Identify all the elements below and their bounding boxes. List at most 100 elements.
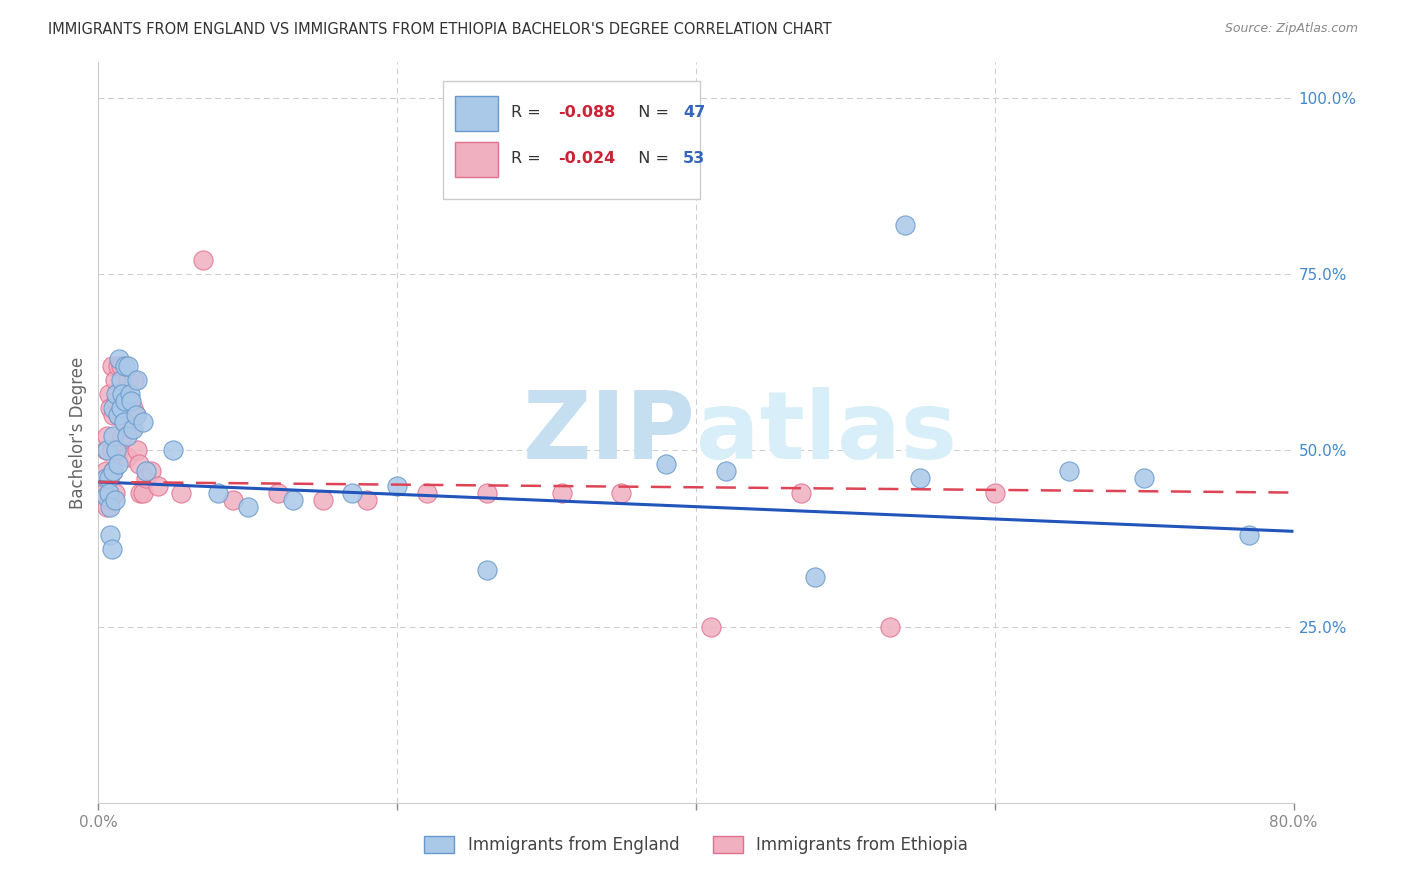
- Point: [94, 489, 117, 503]
- Point: [104, 485, 127, 500]
- Point: [984, 485, 1007, 500]
- Text: 47: 47: [683, 104, 704, 120]
- Point: [132, 415, 155, 429]
- Text: IMMIGRANTS FROM ENGLAND VS IMMIGRANTS FROM ETHIOPIA BACHELOR'S DEGREE CORRELATIO: IMMIGRANTS FROM ENGLAND VS IMMIGRANTS FR…: [48, 22, 831, 37]
- Point: [108, 351, 131, 366]
- Point: [118, 387, 141, 401]
- Point: [281, 492, 304, 507]
- Text: R =: R =: [510, 104, 546, 120]
- Point: [125, 408, 148, 422]
- Point: [97, 471, 120, 485]
- Point: [94, 464, 117, 478]
- Text: N =: N =: [628, 151, 673, 166]
- Point: [1133, 471, 1156, 485]
- Point: [105, 443, 128, 458]
- Text: -0.024: -0.024: [558, 151, 616, 166]
- Text: 53: 53: [683, 151, 704, 166]
- Point: [111, 387, 134, 401]
- Text: R =: R =: [510, 151, 546, 166]
- Point: [550, 485, 572, 500]
- Point: [127, 443, 149, 458]
- Point: [98, 528, 122, 542]
- Text: Source: ZipAtlas.com: Source: ZipAtlas.com: [1225, 22, 1358, 36]
- Legend: Immigrants from England, Immigrants from Ethiopia: Immigrants from England, Immigrants from…: [418, 830, 974, 861]
- Point: [475, 563, 498, 577]
- Point: [96, 443, 118, 458]
- FancyBboxPatch shape: [443, 81, 700, 200]
- Point: [114, 415, 136, 429]
- Point: [385, 478, 409, 492]
- Text: N =: N =: [628, 104, 673, 120]
- Point: [124, 373, 146, 387]
- Point: [342, 485, 364, 500]
- Point: [110, 401, 132, 415]
- Point: [107, 458, 129, 472]
- Point: [112, 415, 135, 429]
- Text: atlas: atlas: [696, 386, 957, 479]
- Point: [207, 485, 229, 500]
- Point: [103, 408, 125, 422]
- Point: [148, 478, 170, 492]
- Point: [98, 492, 122, 507]
- Point: [101, 359, 124, 373]
- Point: [120, 422, 142, 436]
- Point: [94, 471, 117, 485]
- Point: [121, 422, 143, 436]
- Point: [789, 485, 811, 500]
- Point: [97, 485, 120, 500]
- Point: [107, 408, 129, 422]
- Text: -0.088: -0.088: [558, 104, 616, 120]
- Point: [114, 393, 136, 408]
- Point: [139, 464, 162, 478]
- Point: [103, 464, 125, 478]
- Point: [91, 475, 114, 489]
- Point: [311, 492, 333, 507]
- Point: [107, 359, 129, 373]
- Point: [105, 387, 128, 401]
- Point: [115, 429, 138, 443]
- Point: [103, 464, 125, 478]
- Point: [416, 485, 439, 500]
- Point: [97, 387, 120, 401]
- Point: [135, 464, 157, 478]
- Point: [120, 393, 142, 408]
- Point: [104, 492, 127, 507]
- Point: [96, 429, 118, 443]
- Point: [98, 401, 122, 415]
- Point: [110, 359, 132, 373]
- Point: [655, 458, 678, 472]
- Point: [112, 387, 135, 401]
- Point: [162, 443, 184, 458]
- Point: [101, 443, 124, 458]
- Point: [105, 393, 128, 408]
- FancyBboxPatch shape: [454, 142, 498, 178]
- Point: [1059, 464, 1081, 478]
- Point: [700, 619, 723, 633]
- Point: [908, 471, 931, 485]
- FancyBboxPatch shape: [454, 95, 498, 131]
- Y-axis label: Bachelor's Degree: Bachelor's Degree: [69, 357, 87, 508]
- Point: [103, 401, 125, 415]
- Point: [111, 429, 134, 443]
- Point: [129, 485, 152, 500]
- Point: [121, 401, 143, 415]
- Point: [114, 359, 136, 373]
- Point: [191, 252, 214, 267]
- Point: [117, 373, 139, 387]
- Point: [117, 359, 139, 373]
- Point: [714, 464, 737, 478]
- Point: [135, 471, 157, 485]
- Point: [96, 500, 118, 514]
- Point: [110, 373, 132, 387]
- Point: [93, 485, 115, 500]
- Point: [356, 492, 378, 507]
- Point: [101, 541, 124, 556]
- Point: [118, 393, 141, 408]
- Point: [103, 429, 125, 443]
- Point: [115, 450, 138, 465]
- Point: [610, 485, 633, 500]
- Point: [98, 500, 122, 514]
- Point: [104, 373, 127, 387]
- Point: [804, 570, 827, 584]
- Point: [107, 408, 129, 422]
